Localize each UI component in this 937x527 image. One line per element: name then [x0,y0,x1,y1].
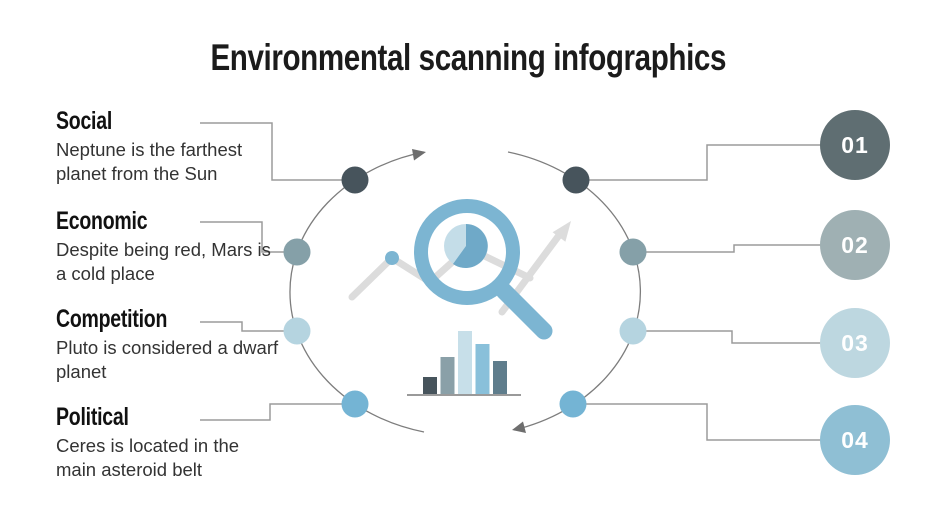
connector-economic [200,221,295,253]
item-political: Political Ceres is located in the main a… [56,404,296,481]
ring-node-social-right [562,166,590,194]
ring-node-competition-left [283,317,311,345]
magnifier-icon [414,199,553,340]
connector-01 [578,144,825,181]
number-badge-04: 04 [820,405,890,475]
ring-node-political-left [341,390,369,418]
ring-node-economic-left [283,238,311,266]
connector-04 [577,403,825,441]
item-description-competition: Pluto is considered a dwarf planet [56,337,279,382]
right-connectors [577,144,825,441]
connector-02 [635,244,825,253]
page-title: Environmental scanning infographics [210,37,727,78]
number-badge-03: 03 [820,308,890,378]
ring-node-political-right [559,390,587,418]
item-description-economic: Despite being red, Mars is a cold place [56,239,271,284]
connector-social [200,122,352,181]
bar-chart-icon [407,331,521,396]
ring-node-social-left [341,166,369,194]
number-badge-02: 02 [820,210,890,280]
connector-political [200,403,352,421]
item-title-competition: Competition [56,305,168,333]
item-description-political: Ceres is located in the main asteroid be… [56,435,240,480]
item-title-social: Social [56,107,113,135]
ring-nodes [283,166,647,418]
item-social: Social Neptune is the farthest planet fr… [56,108,296,185]
item-economic: Economic Despite being red, Mars is a co… [56,208,296,285]
item-title-political: Political [56,403,129,431]
item-competition: Competition Pluto is considered a dwarf … [56,306,296,383]
ring-node-economic-right [619,238,647,266]
pie-chart-icon [444,224,488,268]
connector-competition [200,321,296,332]
data-point-dot [385,251,399,265]
connector-03 [635,330,825,344]
center-illustration [348,199,571,396]
ring-node-competition-right [619,317,647,345]
number-badge-01: 01 [820,110,890,180]
left-connectors [200,122,352,421]
item-title-economic: Economic [56,207,148,235]
item-description-social: Neptune is the farthest planet from the … [56,139,243,184]
